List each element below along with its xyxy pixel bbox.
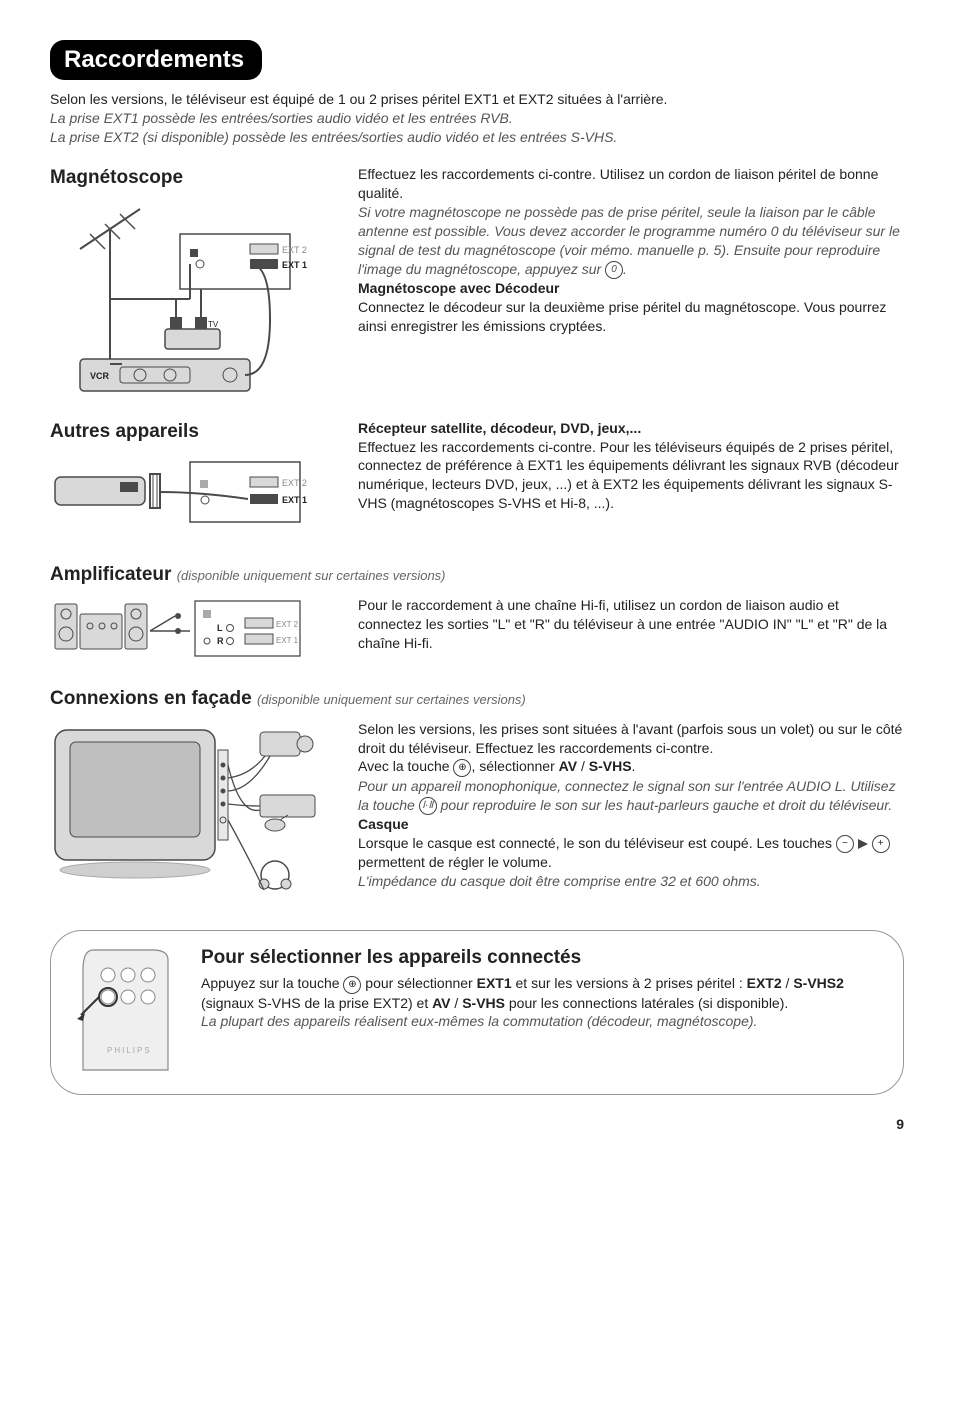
facade-p4b: permettent de régler le volume.	[358, 854, 552, 870]
label-ext1: EXT 1	[282, 260, 307, 270]
callout-content: Pour sélectionner les appareils connecté…	[201, 945, 881, 1032]
page-title: Raccordements	[64, 46, 244, 73]
callout-p1d: (signaux S-VHS de la prise EXT2) et	[201, 995, 432, 1011]
callout-svhs2: S-VHS2	[793, 975, 844, 991]
section-facade: Selon les versions, les prises sont situ…	[50, 720, 904, 910]
intro-line-2: La prise EXT1 possède les entrées/sortie…	[50, 109, 904, 128]
facade-paragraph-4: Lorsque le casque est connecté, le son d…	[358, 834, 904, 872]
facade-p2c: .	[632, 758, 636, 774]
intro-line-3: La prise EXT2 (si disponible) possède le…	[50, 128, 904, 147]
callout-paragraph-2: La plupart des appareils réalisent eux-m…	[201, 1012, 881, 1031]
facade-p3b: pour reproduire le son sur les haut-parl…	[437, 797, 893, 813]
ampli-diagram: L R EXT 2 EXT 1	[50, 596, 310, 666]
magneto-paragraph-3: Connectez le décodeur sur la deuxième pr…	[358, 298, 904, 336]
ampli-heading: Amplificateur	[50, 564, 171, 585]
callout-av: AV	[432, 995, 450, 1011]
callout-svhs: S-VHS	[462, 995, 505, 1011]
callout-p1a: Appuyez sur la touche	[201, 975, 343, 991]
section-magnetoscope: Magnétoscope EXT 2 EXT 1	[50, 165, 904, 399]
label-ext2-c: EXT 2	[276, 620, 299, 629]
label-vcr: VCR	[90, 371, 110, 381]
callout-p1c: et sur les versions à 2 prises péritel :	[512, 975, 747, 991]
magneto-diagram: EXT 2 EXT 1 TV VCR	[50, 199, 310, 399]
facade-paragraph-3: Pour un appareil monophonique, connectez…	[358, 777, 904, 815]
magneto-heading: Magnétoscope	[50, 165, 340, 191]
svg-text:PHILIPS: PHILIPS	[107, 1046, 152, 1055]
label-ext1-b: EXT 1	[282, 495, 307, 505]
facade-p2b: , sélectionner	[471, 758, 558, 774]
facade-p4a: Lorsque le casque est connecté, le son d…	[358, 835, 836, 851]
facade-heading-row: Connexions en façade (disponible uniquem…	[50, 686, 904, 712]
ampli-paragraph-1: Pour le raccordement à une chaîne Hi-fi,…	[358, 596, 904, 653]
ampli-heading-row: Amplificateur (disponible uniquement sur…	[50, 562, 904, 588]
volume-icon	[858, 839, 868, 849]
facade-paragraph-2: Avec la touche ⊕, sélectionner AV / S-VH…	[358, 757, 904, 776]
facade-casque-heading: Casque	[358, 816, 409, 832]
magneto-p2a: Si votre magnétoscope ne possède pas de …	[358, 204, 900, 277]
facade-slash: /	[577, 758, 589, 774]
callout-ext2: EXT2	[747, 975, 782, 991]
facade-p2a: Avec la touche	[358, 758, 453, 774]
page-title-bar: Raccordements	[50, 40, 262, 80]
callout-slash1: /	[782, 975, 794, 991]
magneto-paragraph-1: Effectuez les raccordements ci-contre. U…	[358, 165, 904, 203]
label-ext2-b: EXT 2	[282, 478, 307, 488]
facade-svhs: S-VHS	[589, 758, 632, 774]
callout-p1b: pour sélectionner	[361, 975, 476, 991]
facade-paragraph-5: L'impédance du casque doit être comprise…	[358, 872, 904, 891]
magneto-subheading: Magnétoscope avec Décodeur	[358, 280, 560, 296]
intro-line-1: Selon les versions, le téléviseur est éq…	[50, 90, 904, 109]
label-r: R	[217, 636, 224, 646]
callout-heading: Pour sélectionner les appareils connecté…	[201, 945, 881, 971]
page-number: 9	[50, 1115, 904, 1134]
intro-block: Selon les versions, le téléviseur est éq…	[50, 90, 904, 147]
callout-ext1: EXT1	[477, 975, 512, 991]
autres-diagram: EXT 2 EXT 1	[50, 452, 310, 542]
facade-av: AV	[559, 758, 577, 774]
section-autres: Autres appareils EXT 2 EXT 1	[50, 419, 904, 543]
source-icon: ⊕	[453, 759, 471, 777]
section-ampli: L R EXT 2 EXT 1 Pour le raccordement à u…	[50, 596, 904, 666]
autres-paragraph-1: Effectuez les raccordements ci-contre. P…	[358, 438, 904, 514]
remote-diagram: PHILIPS	[73, 945, 183, 1080]
callout-p1e: pour les connections latérales (si dispo…	[505, 995, 788, 1011]
facade-heading: Connexions en façade	[50, 688, 252, 709]
callout-box: PHILIPS Pour sélectionner les appareils …	[50, 930, 904, 1095]
label-ext1-c: EXT 1	[276, 636, 299, 645]
ampli-sub: (disponible uniquement sur certaines ver…	[177, 568, 446, 583]
facade-sub: (disponible uniquement sur certaines ver…	[257, 692, 526, 707]
magneto-p2b: .	[623, 261, 627, 277]
facade-paragraph-1: Selon les versions, les prises sont situ…	[358, 720, 904, 758]
autres-subheading: Récepteur satellite, décodeur, DVD, jeux…	[358, 420, 641, 436]
autres-heading: Autres appareils	[50, 419, 340, 445]
magneto-paragraph-2: Si votre magnétoscope ne possède pas de …	[358, 203, 904, 279]
facade-diagram	[50, 720, 310, 910]
label-ext2: EXT 2	[282, 245, 307, 255]
key-i-ii-icon: Ⅰ·Ⅱ	[419, 797, 437, 815]
vol-plus-icon: +	[872, 835, 890, 853]
label-l: L	[217, 623, 223, 633]
vol-minus-icon: −	[836, 835, 854, 853]
label-tv: TV	[208, 320, 219, 329]
key-zero-icon: 0	[605, 261, 623, 279]
source-icon-b: ⊕	[343, 976, 361, 994]
callout-slash2: /	[451, 995, 463, 1011]
callout-paragraph-1: Appuyez sur la touche ⊕ pour sélectionne…	[201, 974, 881, 1012]
